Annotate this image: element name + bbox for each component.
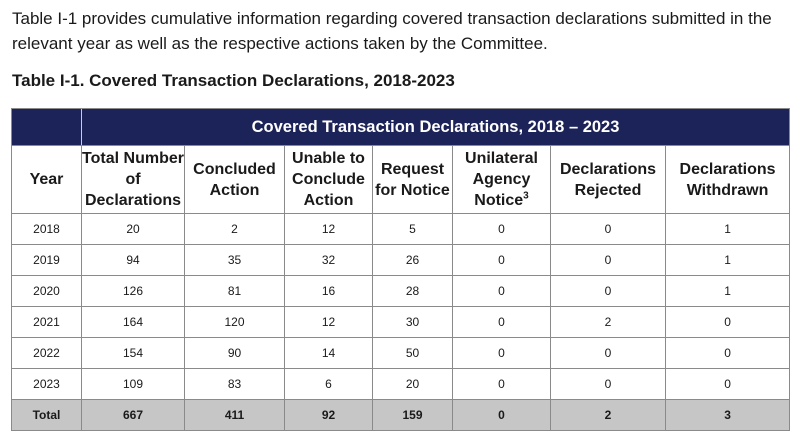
table-banner-row: Covered Transaction Declarations, 2018 –…	[11, 108, 791, 146]
column-header-declarations-rejected: Declarations Rejected	[550, 145, 666, 214]
table-row: 2023 109 83 6 20 0 0 0	[11, 368, 791, 400]
table-cell-total-declarations: 164	[81, 306, 185, 338]
table-cell-year: 2021	[11, 306, 82, 338]
table-cell-unilateral-agency-notice: 0	[452, 213, 551, 245]
table-total-row: Total 667 411 92 159 0 2 3	[11, 399, 791, 431]
table-cell-request-for-notice: 20	[372, 368, 453, 400]
table-cell-unable-to-conclude: 12	[284, 306, 373, 338]
table-cell-declarations-withdrawn: 0	[664, 306, 791, 338]
table-row: 2020 126 81 16 28 0 0 1	[11, 275, 791, 307]
table-cell-year: 2023	[11, 368, 82, 400]
table-cell-declarations-rejected: 0	[550, 368, 666, 400]
table-cell-declarations-rejected: 0	[550, 275, 666, 307]
table-cell-unable-to-conclude: 14	[284, 337, 373, 369]
column-header-label: Declarations Withdrawn	[679, 160, 776, 199]
total-cell-year: Total	[11, 399, 82, 431]
table-cell-concluded-action: 83	[184, 368, 285, 400]
table-header-row: Year Total Number of Declarations Conclude…	[11, 145, 791, 214]
table-cell-declarations-rejected: 2	[550, 306, 666, 338]
total-cell-unable-to-conclude: 92	[284, 399, 373, 431]
column-header-label: Request for Notice	[375, 160, 450, 199]
table-cell-declarations-rejected: 0	[550, 337, 666, 369]
table-cell-year: 2020	[11, 275, 82, 307]
column-header-request-for-notice: Request for Notice	[372, 145, 453, 214]
total-cell-total-declarations: 667	[81, 399, 185, 431]
column-header-label: Unable to Conclude Action	[292, 150, 365, 209]
table-body: 2018 20 2 12 5 0 0 1 2019 94 35 32 26 0 0 1 2020 126 81 16 2…	[11, 213, 791, 431]
table-cell-declarations-rejected: 0	[550, 244, 666, 276]
table-cell-year: 2019	[11, 244, 82, 276]
footnote-marker: 3	[523, 190, 529, 202]
column-header-label: Year	[29, 171, 64, 188]
table-cell-unable-to-conclude: 32	[284, 244, 373, 276]
table-cell-unilateral-agency-notice: 0	[452, 275, 551, 307]
total-cell-concluded-action: 411	[184, 399, 285, 431]
total-cell-declarations-rejected: 2	[550, 399, 666, 431]
table-cell-year: 2018	[11, 213, 82, 245]
total-cell-request-for-notice: 159	[372, 399, 453, 431]
table-cell-request-for-notice: 5	[372, 213, 453, 245]
table-cell-declarations-withdrawn: 0	[664, 337, 791, 369]
table-cell-unilateral-agency-notice: 0	[452, 306, 551, 338]
column-header-label: Total Number of Declarations	[82, 150, 184, 209]
table-cell-unable-to-conclude: 16	[284, 275, 373, 307]
table-cell-year: 2022	[11, 337, 82, 369]
table-cell-request-for-notice: 28	[372, 275, 453, 307]
table-cell-concluded-action: 2	[184, 213, 285, 245]
table-cell-request-for-notice: 26	[372, 244, 453, 276]
table-corner-cell	[11, 108, 82, 146]
table-row: 2018 20 2 12 5 0 0 1	[11, 213, 791, 245]
table-cell-total-declarations: 94	[81, 244, 185, 276]
table-cell-unilateral-agency-notice: 0	[452, 244, 551, 276]
table-row: 2019 94 35 32 26 0 0 1	[11, 244, 791, 276]
table-cell-unilateral-agency-notice: 0	[452, 337, 551, 369]
column-header-unilateral-agency-notice: Unilateral Agency Notice3	[452, 145, 551, 214]
table-banner: Covered Transaction Declarations, 2018 –…	[80, 108, 791, 146]
table-cell-concluded-action: 90	[184, 337, 285, 369]
column-header-label: Declarations Rejected	[559, 160, 657, 199]
declarations-table: Covered Transaction Declarations, 2018 –…	[11, 108, 791, 431]
table-cell-declarations-withdrawn: 0	[664, 368, 791, 400]
total-cell-declarations-withdrawn: 3	[664, 399, 791, 431]
table-cell-unilateral-agency-notice: 0	[452, 368, 551, 400]
column-header-concluded-action: Concluded Action	[184, 145, 285, 214]
table-cell-concluded-action: 81	[184, 275, 285, 307]
column-header-label: Unilateral Agency Notice	[465, 150, 538, 209]
table-cell-unable-to-conclude: 12	[284, 213, 373, 245]
table-cell-declarations-withdrawn: 1	[664, 213, 791, 245]
column-header-year: Year	[11, 145, 82, 214]
intro-paragraph: Table I-1 provides cumulative informatio…	[12, 9, 772, 53]
table-cell-total-declarations: 20	[81, 213, 185, 245]
table-cell-declarations-rejected: 0	[550, 213, 666, 245]
total-cell-unilateral-agency-notice: 0	[452, 399, 551, 431]
column-header-unable-to-conclude: Unable to Conclude Action	[284, 145, 373, 214]
table-cell-total-declarations: 109	[81, 368, 185, 400]
column-header-label: Concluded Action	[193, 160, 276, 199]
table-cell-request-for-notice: 30	[372, 306, 453, 338]
table-cell-request-for-notice: 50	[372, 337, 453, 369]
column-header-declarations-withdrawn: Declarations Withdrawn	[664, 145, 791, 214]
table-row: 2021 164 120 12 30 0 2 0	[11, 306, 791, 338]
table-cell-declarations-withdrawn: 1	[664, 275, 791, 307]
table-cell-declarations-withdrawn: 1	[664, 244, 791, 276]
table-cell-unable-to-conclude: 6	[284, 368, 373, 400]
table-cell-concluded-action: 120	[184, 306, 285, 338]
table-cell-total-declarations: 126	[81, 275, 185, 307]
column-header-total-declarations: Total Number of Declarations	[81, 145, 185, 214]
table-cell-concluded-action: 35	[184, 244, 285, 276]
table-cell-total-declarations: 154	[81, 337, 185, 369]
table-row: 2022 154 90 14 50 0 0 0	[11, 337, 791, 369]
table-caption: Table I-1. Covered Transaction Declarati…	[12, 71, 455, 90]
